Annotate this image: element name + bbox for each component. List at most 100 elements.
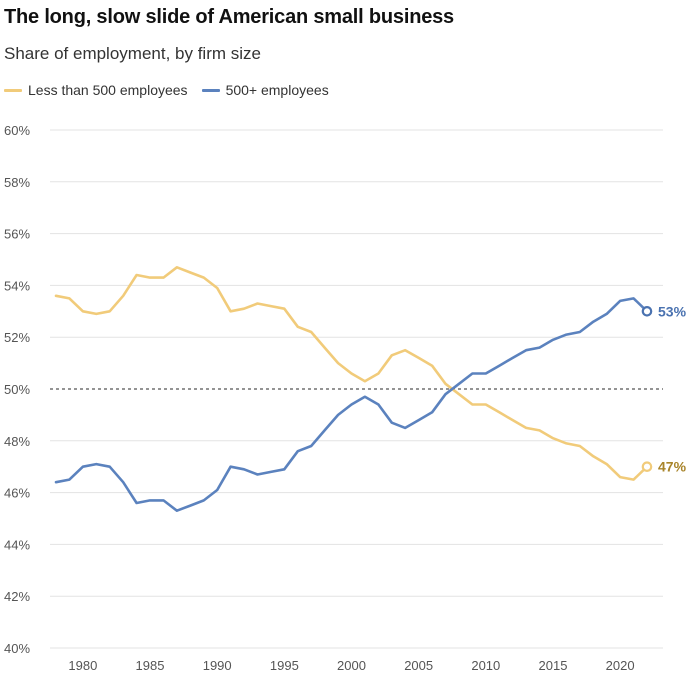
x-tick-label-1985: 1985: [136, 658, 165, 673]
data-point-large-firms-2003: [390, 421, 393, 424]
legend-swatch-large-firms: [201, 88, 220, 92]
data-point-small-firms-1993: [256, 302, 259, 305]
legend: Less than 500 employees 500+ employees: [4, 82, 343, 98]
data-point-large-firms-2016: [565, 333, 568, 336]
data-point-small-firms-2018: [592, 455, 595, 458]
data-point-large-firms-1985: [149, 499, 152, 502]
y-tick-label-46: 46%: [4, 486, 30, 501]
data-point-small-firms-2007: [444, 383, 447, 386]
data-point-small-firms-1979: [68, 297, 71, 300]
data-point-large-firms-1983: [122, 481, 125, 484]
y-tick-label-48: 48%: [4, 434, 30, 449]
data-point-small-firms-1984: [135, 274, 138, 277]
series-line-small-firms: [54, 266, 649, 481]
data-point-small-firms-2010: [485, 403, 488, 406]
y-tick-label-44: 44%: [4, 537, 30, 552]
data-point-small-firms-1982: [108, 310, 111, 313]
data-point-small-firms-2002: [377, 372, 380, 375]
data-point-large-firms-1996: [296, 450, 299, 453]
data-point-small-firms-1987: [176, 266, 179, 269]
data-point-small-firms-1990: [216, 287, 219, 290]
end-marker-small-firms: [641, 461, 653, 472]
data-point-small-firms-1997: [310, 331, 313, 334]
data-point-small-firms-1985: [149, 276, 152, 279]
data-point-large-firms-2009: [471, 372, 474, 375]
data-point-small-firms-2011: [498, 411, 501, 414]
data-point-large-firms-2014: [538, 346, 541, 349]
data-point-large-firms-2019: [605, 313, 608, 316]
data-point-large-firms-2004: [404, 427, 407, 430]
chart-subtitle: Share of employment, by firm size: [4, 44, 261, 63]
data-point-small-firms-1998: [323, 346, 326, 349]
y-tick-label-56: 56%: [4, 227, 30, 242]
data-point-large-firms-2002: [377, 403, 380, 406]
data-point-large-firms-1979: [68, 478, 71, 481]
data-point-small-firms-1996: [296, 326, 299, 329]
data-point-large-firms-1992: [243, 468, 246, 471]
data-point-small-firms-1981: [95, 313, 98, 316]
x-tick-label-1980: 1980: [68, 658, 97, 673]
data-point-small-firms-2014: [538, 429, 541, 432]
data-point-large-firms-2020: [619, 300, 622, 303]
x-tick-label-2020: 2020: [606, 658, 635, 673]
data-point-large-firms-1988: [189, 504, 192, 507]
data-point-small-firms-1980: [82, 310, 85, 313]
data-point-large-firms-2006: [431, 411, 434, 414]
data-point-large-firms-2021: [632, 297, 635, 300]
x-tick-label-1995: 1995: [270, 658, 299, 673]
data-point-small-firms-2016: [565, 442, 568, 445]
data-point-large-firms-1982: [108, 465, 111, 468]
data-point-large-firms-1995: [283, 468, 286, 471]
data-point-large-firms-1984: [135, 502, 138, 505]
data-point-large-firms-1998: [323, 429, 326, 432]
data-point-large-firms-1981: [95, 463, 98, 466]
data-point-small-firms-2001: [364, 380, 367, 383]
data-point-small-firms-1995: [283, 307, 286, 310]
data-point-small-firms-2005: [417, 357, 420, 360]
data-point-small-firms-1986: [162, 276, 165, 279]
data-point-small-firms-2000: [350, 372, 353, 375]
data-point-small-firms-2017: [579, 445, 582, 448]
data-point-large-firms-1986: [162, 499, 165, 502]
data-point-small-firms-2012: [511, 419, 514, 422]
data-point-large-firms-1990: [216, 489, 219, 492]
legend-item-large-firms: 500+ employees: [201, 82, 329, 98]
y-tick-label-58: 58%: [4, 175, 30, 190]
end-marker-large-firms: [641, 305, 653, 317]
y-tick-label-60: 60%: [4, 123, 30, 138]
x-tick-label-2010: 2010: [471, 658, 500, 673]
y-tick-label-54: 54%: [4, 278, 30, 293]
data-point-small-firms-2015: [552, 437, 555, 440]
y-tick-label-40: 40%: [4, 641, 30, 656]
data-point-small-firms-1988: [189, 271, 192, 274]
data-point-large-firms-2015: [552, 338, 555, 341]
data-point-small-firms-1983: [122, 294, 125, 297]
data-point-large-firms-1999: [337, 414, 340, 417]
end-label-large-firms: 53%: [658, 303, 687, 319]
data-point-small-firms-2009: [471, 403, 474, 406]
x-tick-label-2015: 2015: [539, 658, 568, 673]
legend-label-large-firms: 500+ employees: [225, 82, 329, 98]
data-point-large-firms-2011: [498, 364, 501, 367]
data-point-large-firms-2013: [525, 349, 528, 352]
data-point-large-firms-1997: [310, 445, 313, 448]
x-tick-label-2000: 2000: [337, 658, 366, 673]
data-point-small-firms-1994: [270, 305, 273, 308]
data-point-large-firms-2008: [458, 383, 461, 386]
data-point-small-firms-1989: [202, 276, 205, 279]
legend-label-small-firms: Less than 500 employees: [28, 82, 188, 98]
data-point-large-firms-1994: [270, 471, 273, 474]
y-tick-label-52: 52%: [4, 330, 30, 345]
end-label-small-firms: 47%: [658, 459, 687, 475]
data-point-small-firms-2008: [458, 393, 461, 396]
data-point-large-firms-1978: [55, 481, 58, 484]
legend-item-small-firms: Less than 500 employees: [4, 82, 188, 98]
data-point-large-firms-1993: [256, 473, 259, 476]
data-point-large-firms-2005: [417, 419, 420, 422]
series-line-large-firms: [54, 297, 649, 512]
data-point-small-firms-2020: [619, 476, 622, 479]
data-point-large-firms-2012: [511, 357, 514, 360]
data-point-large-firms-1987: [176, 509, 179, 512]
x-tick-label-1990: 1990: [203, 658, 232, 673]
